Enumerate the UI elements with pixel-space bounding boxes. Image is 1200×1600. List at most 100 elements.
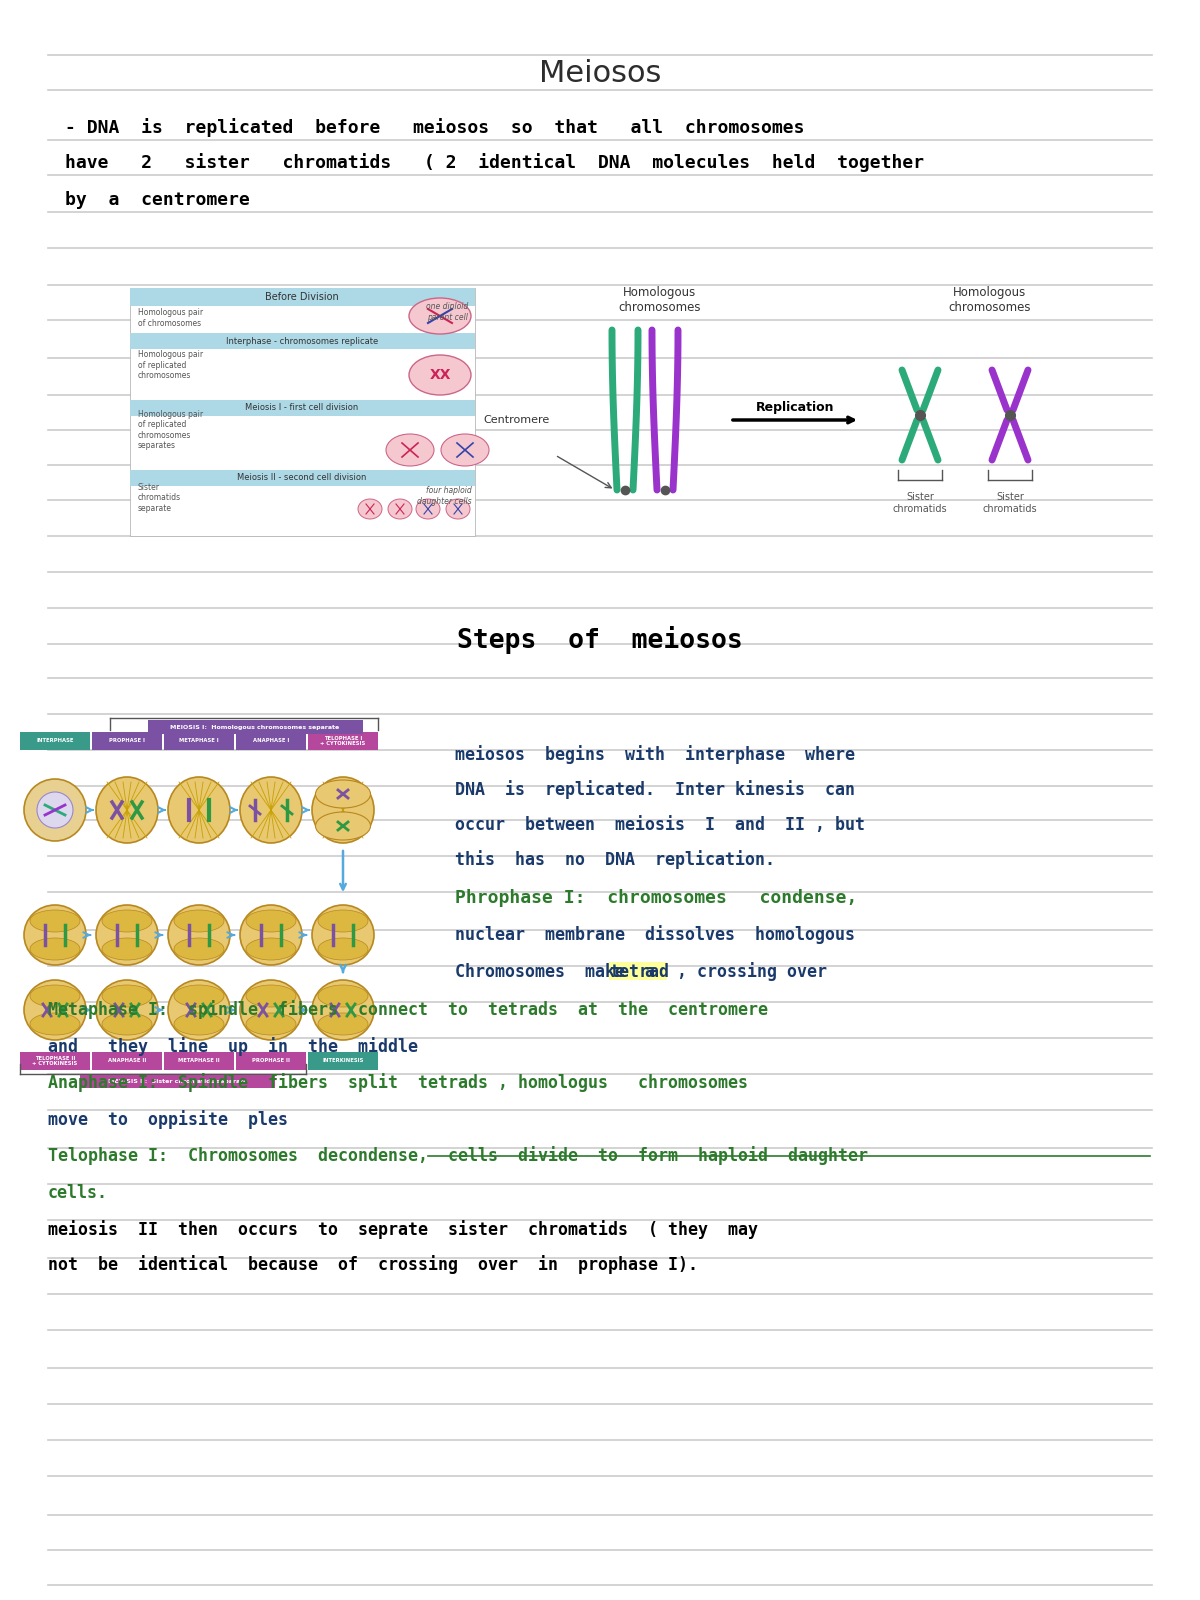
Ellipse shape — [24, 979, 86, 1040]
Text: Anaphase I:  Spindle  fibers  split  tetrads , homologus   chromosomes: Anaphase I: Spindle fibers split tetrads… — [48, 1074, 748, 1093]
Text: this  has  no  DNA  replication.: this has no DNA replication. — [455, 851, 775, 869]
Text: TELOPHASE II
+ CYTOKINESIS: TELOPHASE II + CYTOKINESIS — [32, 1056, 78, 1066]
Bar — [130, 288, 475, 536]
Ellipse shape — [37, 792, 73, 829]
Bar — [164, 1053, 234, 1070]
Text: meiosos  begins  with  interphase  where: meiosos begins with interphase where — [455, 746, 854, 765]
Ellipse shape — [312, 979, 374, 1040]
Text: Chromosomes  make  a: Chromosomes make a — [455, 963, 674, 981]
Text: Centromere: Centromere — [484, 414, 550, 426]
Ellipse shape — [312, 906, 374, 965]
Ellipse shape — [174, 986, 224, 1006]
Text: METAPHASE I: METAPHASE I — [179, 739, 218, 744]
Ellipse shape — [24, 906, 86, 965]
Ellipse shape — [30, 910, 80, 931]
Text: Meiosos: Meiosos — [539, 59, 661, 88]
Text: not  be  identical  because  of  crossing  over  in  prophase I).: not be identical because of crossing ove… — [48, 1256, 698, 1275]
Bar — [92, 733, 162, 750]
Text: Homologous
chromosomes: Homologous chromosomes — [949, 286, 1031, 314]
Bar — [80, 1075, 275, 1088]
Ellipse shape — [246, 986, 296, 1006]
Ellipse shape — [409, 355, 470, 395]
Text: Before Division: Before Division — [265, 291, 338, 302]
Bar — [20, 733, 90, 750]
Ellipse shape — [240, 906, 302, 965]
Text: INTERPHASE: INTERPHASE — [36, 739, 73, 744]
Text: have   2   sister   chromatids   ( 2  identical  DNA  molecules  held  together: have 2 sister chromatids ( 2 identical D… — [65, 154, 924, 173]
Ellipse shape — [30, 938, 80, 960]
Ellipse shape — [102, 986, 152, 1006]
Ellipse shape — [96, 906, 158, 965]
Text: XX: XX — [430, 368, 451, 382]
Text: INTERKINESIS: INTERKINESIS — [323, 1059, 364, 1064]
Ellipse shape — [318, 1013, 368, 1035]
Text: TELOPHASE I
+ CYTOKINESIS: TELOPHASE I + CYTOKINESIS — [320, 736, 366, 746]
Bar — [148, 720, 364, 734]
Ellipse shape — [168, 979, 230, 1040]
Text: MEIOSIS II:  Sister chromatids separate: MEIOSIS II: Sister chromatids separate — [108, 1080, 247, 1085]
Bar — [308, 1053, 378, 1070]
Bar — [92, 1053, 162, 1070]
Text: Meiosis I - first cell division: Meiosis I - first cell division — [245, 403, 359, 413]
Ellipse shape — [102, 1013, 152, 1035]
Ellipse shape — [318, 938, 368, 960]
Text: meiosis  II  then  occurs  to  seprate  sister  chromatids  ( they  may: meiosis II then occurs to seprate sister… — [48, 1221, 758, 1240]
Text: Sister
chromatids: Sister chromatids — [983, 493, 1037, 514]
Text: PROPHASE I: PROPHASE I — [109, 739, 145, 744]
Text: ANAPHASE I: ANAPHASE I — [253, 739, 289, 744]
Text: Telophase I:  Chromosomes  decondense,  cells  divide  to  form  haploid  daught: Telophase I: Chromosomes decondense, cel… — [48, 1147, 868, 1165]
Ellipse shape — [96, 979, 158, 1040]
Ellipse shape — [246, 1013, 296, 1035]
Ellipse shape — [318, 986, 368, 1006]
Ellipse shape — [446, 499, 470, 518]
Text: MEIOSIS I:  Homologous chromosomes separate: MEIOSIS I: Homologous chromosomes separa… — [170, 725, 340, 730]
Bar — [236, 733, 306, 750]
Ellipse shape — [168, 778, 230, 843]
Bar — [20, 1053, 90, 1070]
Ellipse shape — [358, 499, 382, 518]
Text: Homologous pair
of chromosomes: Homologous pair of chromosomes — [138, 309, 203, 328]
Text: tetrad: tetrad — [610, 963, 670, 981]
Text: occur  between  meiosis  I  and  II , but: occur between meiosis I and II , but — [455, 816, 865, 834]
Text: METAPHASE II: METAPHASE II — [178, 1059, 220, 1064]
Ellipse shape — [30, 1013, 80, 1035]
Ellipse shape — [386, 434, 434, 466]
Text: by  a  centromere: by a centromere — [65, 190, 250, 210]
Ellipse shape — [416, 499, 440, 518]
Ellipse shape — [318, 910, 368, 931]
Ellipse shape — [168, 906, 230, 965]
Ellipse shape — [96, 778, 158, 843]
Ellipse shape — [316, 813, 371, 840]
Text: Phrophase I:  chromosomes   condense,: Phrophase I: chromosomes condense, — [455, 890, 857, 907]
Ellipse shape — [409, 298, 470, 334]
Ellipse shape — [240, 778, 302, 843]
Ellipse shape — [388, 499, 412, 518]
Bar — [130, 400, 475, 416]
Text: four haploid
daughter cells: four haploid daughter cells — [418, 486, 472, 506]
Ellipse shape — [316, 781, 371, 808]
Ellipse shape — [102, 910, 152, 931]
Text: and   they  line  up  in  the  middle: and they line up in the middle — [48, 1037, 418, 1056]
Ellipse shape — [246, 938, 296, 960]
Text: Replication: Replication — [756, 402, 834, 414]
Text: Steps  of  meiosos: Steps of meiosos — [457, 626, 743, 654]
Ellipse shape — [24, 779, 86, 842]
Text: PROPHASE II: PROPHASE II — [252, 1059, 290, 1064]
Text: - DNA  is  replicated  before   meiosos  so  that   all  chromosomes: - DNA is replicated before meiosos so th… — [65, 118, 804, 138]
Ellipse shape — [174, 1013, 224, 1035]
Bar — [308, 733, 378, 750]
Text: Sister
chromatids
separate: Sister chromatids separate — [138, 483, 181, 514]
Ellipse shape — [246, 910, 296, 931]
Text: Metaphase I:  spindle  fibers  connect  to  tetrads  at  the  centromere: Metaphase I: spindle fibers connect to t… — [48, 1000, 768, 1019]
Text: nuclear  membrane  dissolves  homologous: nuclear membrane dissolves homologous — [455, 925, 854, 944]
Text: one diploid
parent cell: one diploid parent cell — [426, 302, 468, 322]
Text: Interphase - chromosomes replicate: Interphase - chromosomes replicate — [226, 336, 378, 346]
Text: move  to  oppisite  ples: move to oppisite ples — [48, 1110, 288, 1130]
Ellipse shape — [442, 434, 490, 466]
Text: ANAPHASE II: ANAPHASE II — [108, 1059, 146, 1064]
Text: cells.: cells. — [48, 1184, 108, 1202]
Bar — [130, 288, 475, 306]
Text: DNA  is  replicated.  Inter kinesis  can: DNA is replicated. Inter kinesis can — [455, 781, 854, 800]
Ellipse shape — [102, 938, 152, 960]
Text: Meiosis II - second cell division: Meiosis II - second cell division — [238, 474, 367, 483]
